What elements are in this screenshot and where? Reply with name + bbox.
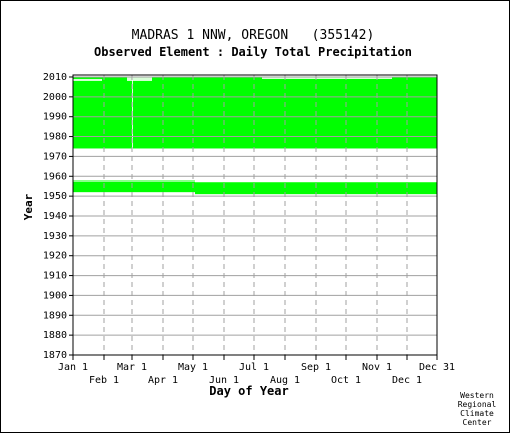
x-tick-label: Dec 31 [419, 362, 455, 373]
y-tick-label: 1880 [43, 330, 67, 341]
x-tick-label: Nov 1 [362, 362, 392, 373]
x-tick-label: Mar 1 [117, 362, 147, 373]
y-tick-label: 1990 [43, 112, 67, 123]
data-gap [262, 76, 392, 79]
grid-lines [72, 75, 438, 356]
y-tick-label: 1970 [43, 151, 67, 162]
x-tick-label: Dec 1 [392, 375, 422, 386]
y-tick-label: 1930 [43, 231, 67, 242]
y-tick-label: 1920 [43, 251, 67, 262]
y-tick-label: 1950 [43, 191, 67, 202]
x-tick-label: Feb 1 [89, 375, 119, 386]
y-axis-ticks: 1870 1880 1890 1900 1910 1920 1930 1940 1950 1960… [43, 72, 73, 361]
x-tick-label: Jul 1 [239, 362, 269, 373]
x-tick-label: Jan 1 [58, 362, 88, 373]
credit-line: Center [463, 418, 492, 427]
x-tick-label: Apr 1 [148, 375, 178, 386]
y-tick-label: 1900 [43, 290, 67, 301]
y-tick-label: 1890 [43, 310, 67, 321]
y-tick-label: 2000 [43, 92, 67, 103]
y-tick-label: 1910 [43, 271, 67, 282]
credit-block: Western Regional Climate Center [458, 391, 497, 427]
y-tick-label: 1960 [43, 171, 67, 182]
coverage-block [73, 180, 195, 193]
data-gap [73, 78, 102, 81]
credit-line: Climate [460, 409, 494, 418]
y-tick-label: 1870 [43, 350, 67, 361]
data-gap [127, 76, 152, 81]
credit-line: Regional [458, 400, 497, 409]
chart-subtitle: Observed Element : Daily Total Precipita… [94, 45, 412, 59]
chart-title: MADRAS 1 NNW, OREGON (355142) [132, 28, 375, 43]
y-axis-label: Year [22, 193, 35, 220]
coverage-block [195, 182, 437, 195]
x-tick-label: May 1 [178, 362, 208, 373]
credit-line: Western [460, 391, 494, 400]
y-tick-label: 1940 [43, 211, 67, 222]
x-axis-ticks: Jan 1 Mar 1 May 1 Jul 1 Sep 1 Nov 1 Dec 31 Feb … [58, 355, 455, 386]
plot-border [72, 74, 438, 356]
x-tick-label: Oct 1 [331, 375, 361, 386]
x-tick-label: Aug 1 [270, 375, 300, 386]
y-tick-label: 1980 [43, 132, 67, 143]
x-axis-label: Day of Year [209, 384, 288, 398]
y-tick-label: 2010 [43, 72, 67, 83]
coverage-block [73, 76, 437, 149]
x-tick-label: Sep 1 [301, 362, 331, 373]
data-gap [73, 180, 437, 182]
x-tick-label: Jun 1 [209, 375, 239, 386]
